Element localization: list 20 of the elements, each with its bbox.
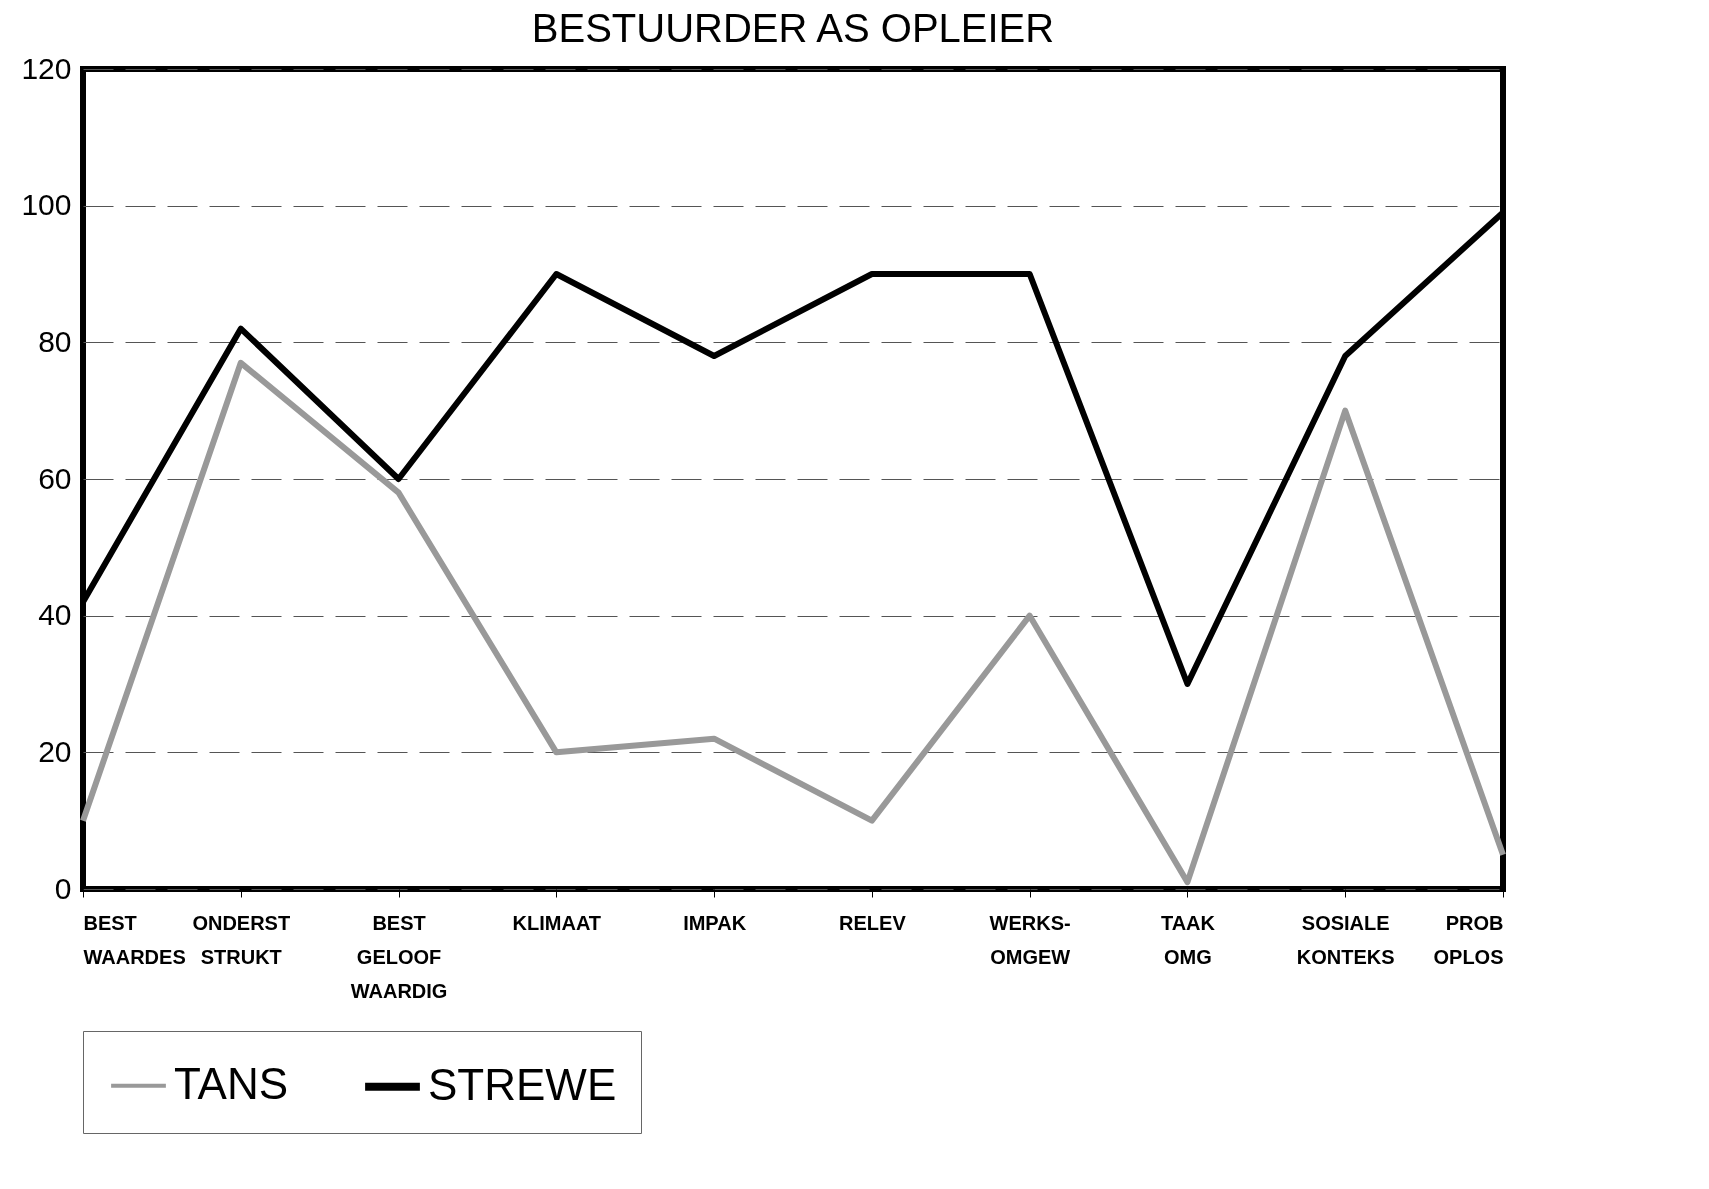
legend-label: STREWE bbox=[428, 1059, 617, 1109]
x-tick-label: PROB OPLOS bbox=[1433, 911, 1504, 968]
x-tick-label: RELEV bbox=[839, 911, 907, 934]
x-tick-label: SOSIALE KONTEKS bbox=[1296, 911, 1395, 968]
y-tick-label: 40 bbox=[38, 598, 72, 632]
y-tick-label: 0 bbox=[54, 871, 72, 905]
x-tick-label: WERKS- OMGEW bbox=[989, 911, 1071, 968]
y-tick-label: 80 bbox=[38, 324, 72, 358]
y-tick-label: 20 bbox=[38, 734, 72, 768]
y-tick-label: 100 bbox=[21, 188, 72, 222]
x-tick-label: IMPAK bbox=[683, 911, 747, 934]
x-tick-label: TAAK OMG bbox=[1160, 911, 1216, 968]
x-tick-label: BEST WAARDES bbox=[83, 911, 186, 968]
y-tick-label: 120 bbox=[21, 51, 72, 85]
y-tick-label: 60 bbox=[38, 461, 72, 495]
x-tick-label: BEST GELOOF WAARDIG bbox=[350, 911, 448, 1002]
chart-title: BESTUURDER AS OPLEIER bbox=[531, 6, 1055, 50]
x-tick-label: ONDERST STRUKT bbox=[192, 911, 291, 968]
x-tick-label: KLIMAAT bbox=[512, 911, 602, 934]
legend-label: TANS bbox=[174, 1058, 289, 1108]
